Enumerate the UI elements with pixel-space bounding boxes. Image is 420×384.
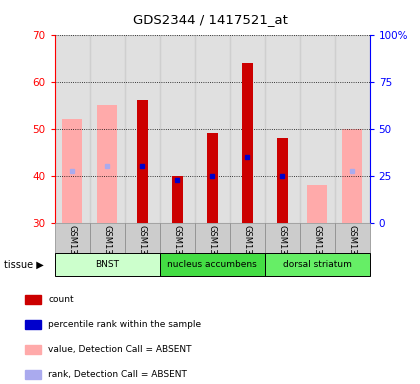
- Bar: [265, 35, 299, 223]
- Bar: [299, 35, 335, 223]
- Bar: [25, 370, 41, 379]
- Bar: [265, 253, 370, 276]
- Bar: [97, 105, 117, 223]
- Text: dorsal striatum: dorsal striatum: [283, 260, 352, 270]
- Bar: [342, 129, 362, 223]
- Bar: [25, 295, 41, 304]
- Bar: [230, 35, 265, 223]
- Bar: [307, 185, 327, 223]
- Bar: [160, 253, 265, 276]
- Bar: [125, 35, 160, 223]
- Bar: [335, 223, 370, 253]
- Bar: [194, 223, 230, 253]
- Text: GSM134713: GSM134713: [68, 225, 76, 276]
- Bar: [25, 345, 41, 354]
- Bar: [171, 176, 183, 223]
- Bar: [194, 35, 230, 223]
- Bar: [63, 119, 82, 223]
- Text: GSM134714: GSM134714: [102, 225, 112, 276]
- Bar: [125, 223, 160, 253]
- Bar: [25, 320, 41, 329]
- Bar: [299, 223, 335, 253]
- Bar: [89, 35, 125, 223]
- Text: GDS2344 / 1417521_at: GDS2344 / 1417521_at: [133, 13, 287, 26]
- Bar: [207, 133, 218, 223]
- Text: GSM134718: GSM134718: [243, 225, 252, 276]
- Bar: [55, 253, 160, 276]
- Text: percentile rank within the sample: percentile rank within the sample: [48, 320, 202, 329]
- Text: rank, Detection Call = ABSENT: rank, Detection Call = ABSENT: [48, 370, 187, 379]
- Bar: [241, 63, 253, 223]
- Text: nucleus accumbens: nucleus accumbens: [167, 260, 257, 270]
- Bar: [335, 35, 370, 223]
- Text: GSM134717: GSM134717: [207, 225, 217, 276]
- Bar: [55, 35, 89, 223]
- Bar: [55, 223, 89, 253]
- Text: tissue ▶: tissue ▶: [4, 260, 44, 270]
- Text: GSM134720: GSM134720: [312, 225, 322, 276]
- Bar: [276, 138, 288, 223]
- Text: GSM134715: GSM134715: [138, 225, 147, 276]
- Text: count: count: [48, 295, 74, 304]
- Bar: [160, 35, 194, 223]
- Bar: [89, 223, 125, 253]
- Bar: [230, 223, 265, 253]
- Bar: [136, 101, 148, 223]
- Text: GSM134721: GSM134721: [348, 225, 357, 276]
- Bar: [160, 223, 194, 253]
- Text: GSM134719: GSM134719: [278, 225, 286, 276]
- Text: value, Detection Call = ABSENT: value, Detection Call = ABSENT: [48, 345, 192, 354]
- Bar: [265, 223, 299, 253]
- Text: BNST: BNST: [95, 260, 119, 270]
- Text: GSM134716: GSM134716: [173, 225, 181, 276]
